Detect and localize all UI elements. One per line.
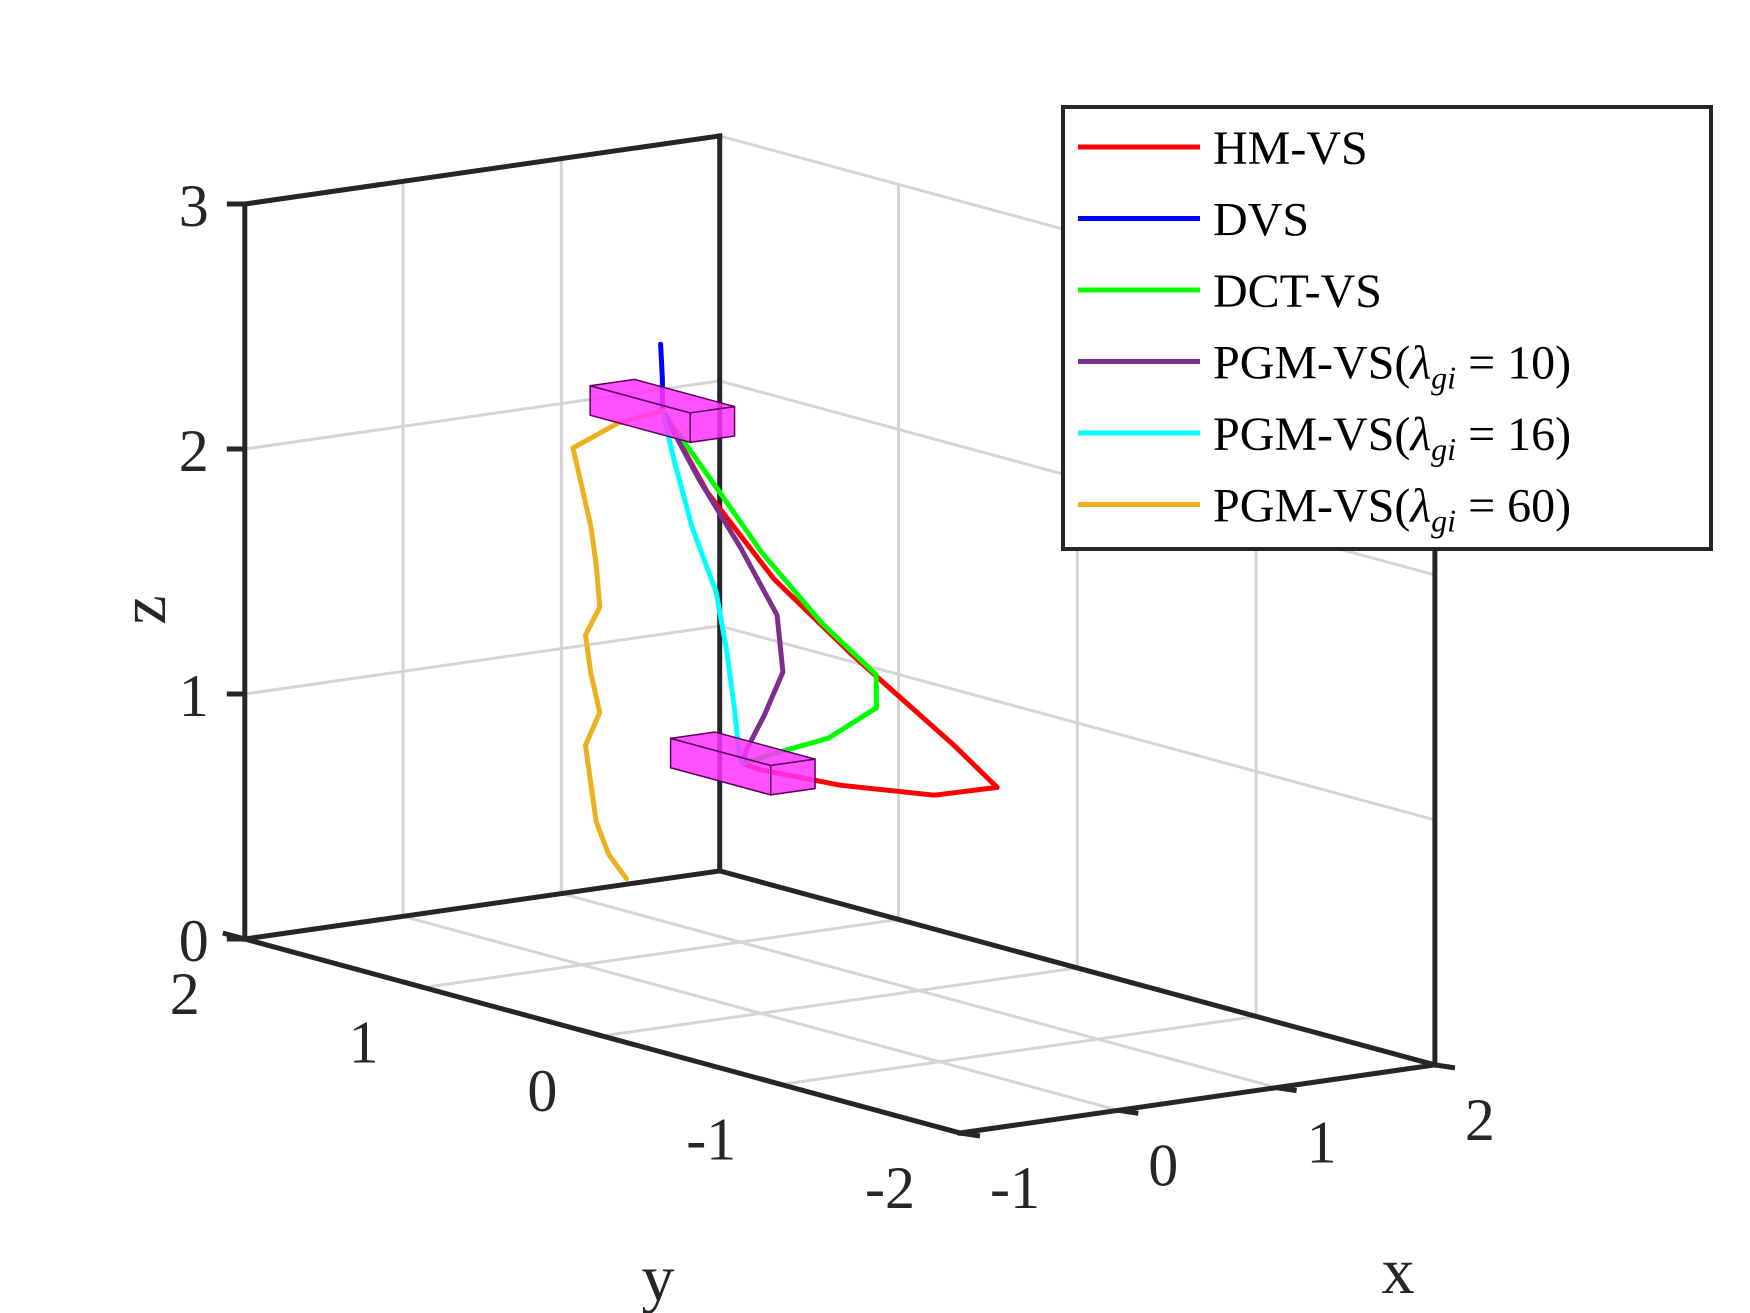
z-tick-label: 0: [179, 908, 209, 974]
x-axis-title: x: [1382, 1235, 1415, 1308]
y-tick-label: -2: [865, 1155, 915, 1221]
legend: HM-VS DVS DCT-VS PGM-VS(λgi = 10) PGM-VS(λgi…: [1061, 105, 1713, 551]
x-tick-label: 0: [1148, 1132, 1178, 1198]
x-tick: [1117, 1107, 1139, 1116]
x-tick-label: -1: [990, 1155, 1040, 1221]
series-line: [570, 408, 665, 882]
camera-poses: [589, 378, 816, 796]
z-tick-label: 2: [179, 418, 209, 484]
legend-label: PGM-VS(λgi = 60): [1213, 480, 1571, 539]
legend-label: PGM-VS(λgi = 16): [1213, 408, 1571, 467]
x-tick: [1434, 1062, 1456, 1071]
series-line: [659, 408, 879, 766]
y-tick-label: -1: [686, 1107, 736, 1173]
x-tick-label: 2: [1465, 1087, 1495, 1153]
x-axis-line: [957, 1062, 1438, 1136]
legend-label: DVS: [1213, 194, 1309, 247]
legend-label: PGM-VS(λgi = 10): [1213, 337, 1571, 396]
y-tick-label: 1: [349, 1010, 379, 1076]
y-tick: [758, 1076, 782, 1087]
y-tick: [579, 1027, 604, 1039]
x-tick: [1276, 1085, 1297, 1094]
x-tick: [959, 1130, 981, 1139]
z-tick-label: 3: [179, 173, 209, 239]
grid-line: [423, 917, 899, 989]
legend-box: [1061, 105, 1713, 551]
y-tick: [222, 930, 246, 942]
y-tick-label: 2: [170, 961, 200, 1027]
grid-line: [602, 966, 1078, 1038]
legend-label: DCT-VS: [1213, 265, 1382, 318]
legend-label: HM-VS: [1213, 122, 1368, 175]
box-edge: [716, 867, 1438, 1068]
camera-pose-box: [769, 758, 816, 796]
z-axis-title: z: [107, 595, 180, 624]
box-edge: [241, 868, 723, 942]
grid-line: [719, 624, 1436, 822]
y-tick-label: 0: [527, 1058, 557, 1124]
x-tick-label: 1: [1307, 1110, 1337, 1176]
box-edge: [241, 133, 723, 207]
grid-line: [244, 624, 720, 696]
series-line: [659, 408, 786, 766]
y-tick: [937, 1124, 961, 1136]
grid-line: [780, 1014, 1257, 1086]
z-tick-label: 1: [179, 663, 209, 729]
axis-ticks: 0 1 2 3 2 1 0 -1 -2 -1 0 1 2: [170, 173, 1495, 1221]
camera-pose-box: [689, 405, 736, 444]
y-axis-title: y: [642, 1242, 675, 1313]
y-tick: [400, 979, 425, 990]
